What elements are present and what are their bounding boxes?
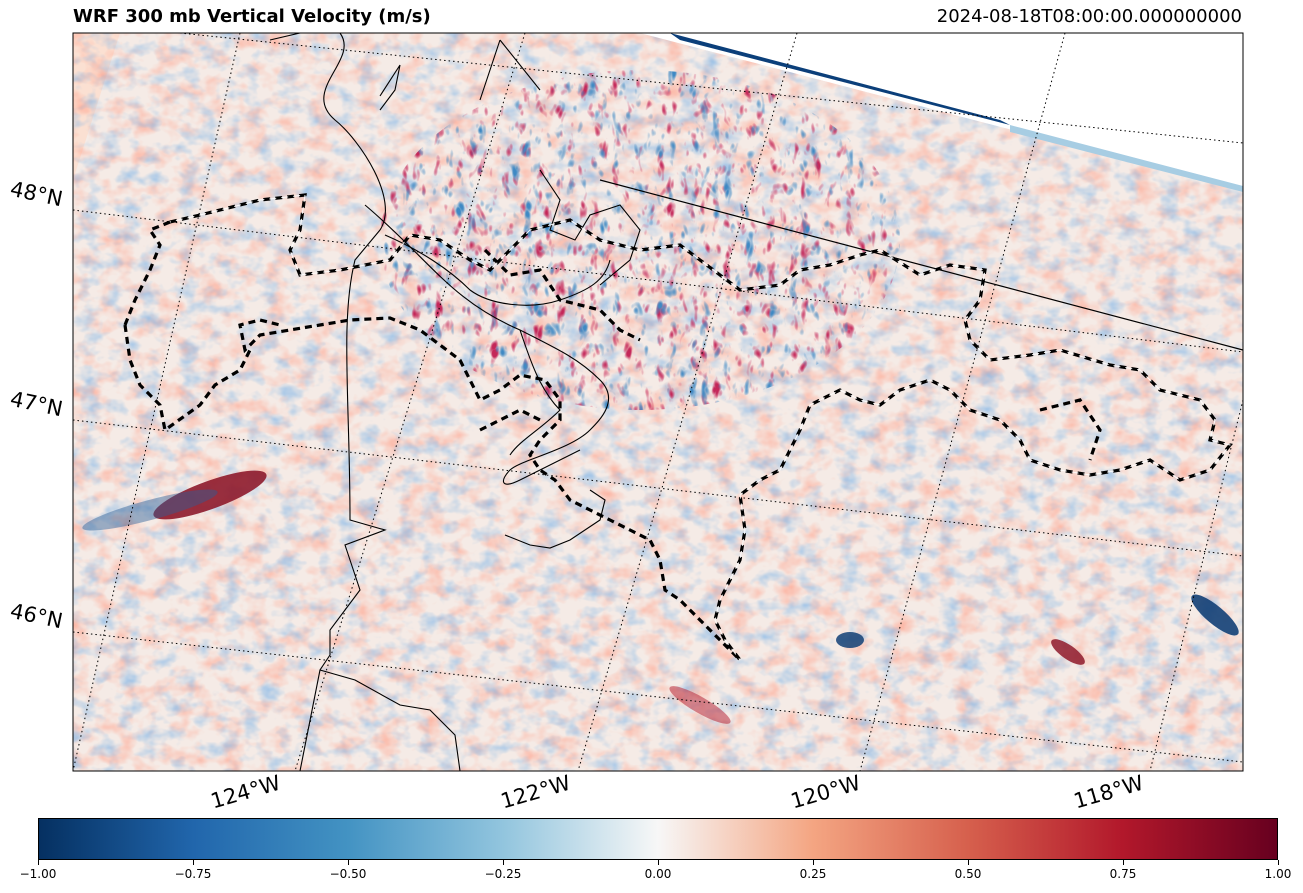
colorbar-tick-mark <box>968 860 969 865</box>
colorbar-tick-label: 0.25 <box>799 867 827 881</box>
colorbar <box>38 818 1278 860</box>
colorbar-tick-mark <box>193 860 194 865</box>
latitude-gridlines <box>73 33 1243 763</box>
colorbar-tick-mark <box>1123 860 1124 865</box>
valid-time: 2024-08-18T08:00:00.000000000 <box>936 6 1242 27</box>
colorbar-tick-label: 1.00 <box>1264 867 1292 881</box>
map-frame <box>72 32 1244 772</box>
colorbar-tick-label: −0.50 <box>329 867 367 881</box>
colorbar-tick-label: −1.00 <box>19 867 57 881</box>
coastline <box>269 33 641 771</box>
map-title: WRF 300 mb Vertical Velocity (m/s) <box>73 6 431 27</box>
colorbar-tick-label: −0.25 <box>484 867 522 881</box>
colorbar-tick-label: 0.00 <box>644 867 672 881</box>
colorbar-tick-label: 0.75 <box>1109 867 1137 881</box>
colorbar-tick-label: 0.50 <box>954 867 982 881</box>
international-border <box>599 179 1243 351</box>
colorbar-tick-mark <box>38 860 39 865</box>
colorbar-tick-mark <box>503 860 504 865</box>
state-border <box>123 193 1233 662</box>
colorbar-tick-mark <box>658 860 659 865</box>
colorbar-tick-label: −0.75 <box>174 867 212 881</box>
colorbar-tick-mark <box>1278 860 1279 865</box>
colorbar-tick-mark <box>813 860 814 865</box>
colorbar-tick-mark <box>348 860 349 865</box>
vertical-velocity-field <box>73 33 1243 771</box>
